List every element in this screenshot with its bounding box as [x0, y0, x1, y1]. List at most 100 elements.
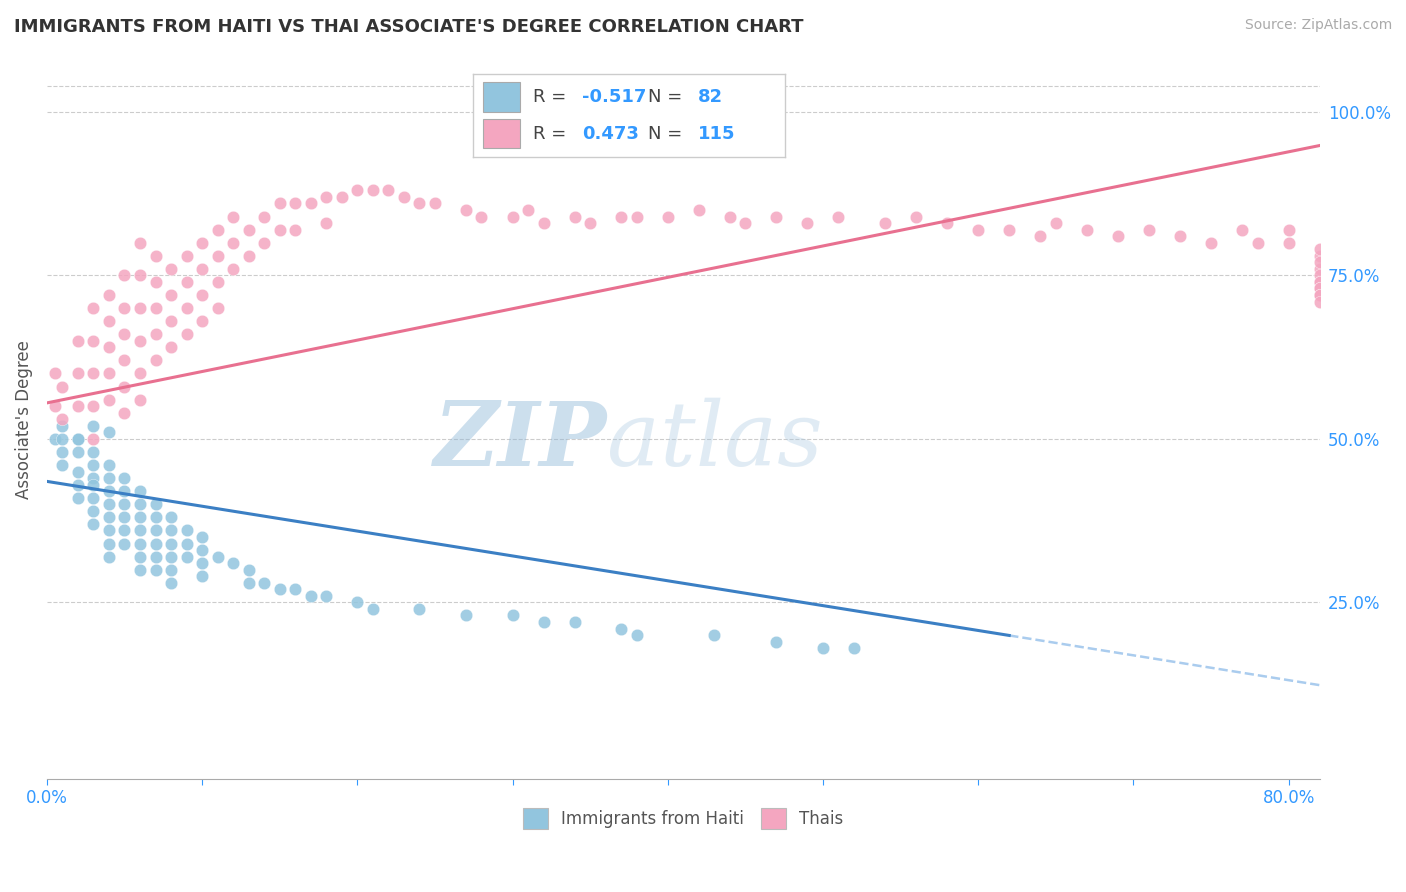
Point [703, 628, 725, 642]
Point [51, 412, 73, 426]
Point [51, 432, 73, 446]
Point [129, 301, 152, 315]
Text: Source: ZipAtlas.com: Source: ZipAtlas.com [1244, 18, 1392, 32]
Point [1137, 222, 1160, 236]
Point [160, 340, 183, 354]
Point [1029, 229, 1052, 244]
Point [160, 524, 183, 538]
Point [98, 314, 121, 328]
Point [51, 418, 73, 433]
Point [160, 261, 183, 276]
Point [269, 582, 291, 597]
Point [160, 563, 183, 577]
Point [145, 249, 167, 263]
Point [1309, 275, 1331, 289]
Point [44, 432, 66, 446]
Point [176, 301, 198, 315]
Point [44, 367, 66, 381]
Point [98, 471, 121, 485]
Point [145, 524, 167, 538]
Point [1278, 222, 1301, 236]
Point [98, 392, 121, 407]
Point [253, 210, 276, 224]
Point [98, 367, 121, 381]
Point [1168, 229, 1191, 244]
Point [315, 589, 337, 603]
Point [191, 261, 214, 276]
Point [114, 484, 136, 499]
Point [238, 575, 260, 590]
Point [299, 589, 322, 603]
Point [160, 536, 183, 550]
Point [408, 602, 430, 616]
Point [564, 615, 586, 629]
Point [253, 575, 276, 590]
Point [160, 314, 183, 328]
Point [114, 510, 136, 524]
Point [377, 183, 399, 197]
Point [811, 641, 834, 656]
Point [222, 235, 245, 250]
Point [1309, 275, 1331, 289]
Point [967, 222, 990, 236]
Point [238, 249, 260, 263]
Point [51, 379, 73, 393]
Point [1107, 229, 1129, 244]
Point [1309, 249, 1331, 263]
Point [765, 634, 787, 648]
Point [284, 222, 307, 236]
Point [1076, 222, 1098, 236]
Point [191, 556, 214, 570]
Point [66, 491, 89, 505]
Point [1309, 255, 1331, 269]
Point [129, 510, 152, 524]
Point [688, 202, 710, 217]
Point [114, 497, 136, 511]
Point [98, 497, 121, 511]
Point [114, 471, 136, 485]
Point [1309, 281, 1331, 295]
Point [191, 235, 214, 250]
Point [191, 530, 214, 544]
Point [1199, 235, 1222, 250]
Point [129, 536, 152, 550]
Point [408, 196, 430, 211]
Point [145, 275, 167, 289]
Point [454, 202, 477, 217]
Text: atlas: atlas [607, 398, 823, 484]
Point [207, 549, 229, 564]
Point [176, 249, 198, 263]
Point [82, 504, 104, 518]
Point [98, 510, 121, 524]
Point [1309, 288, 1331, 302]
Point [129, 497, 152, 511]
Point [51, 458, 73, 472]
Point [82, 516, 104, 531]
Point [145, 563, 167, 577]
Point [176, 536, 198, 550]
Point [145, 510, 167, 524]
Point [626, 210, 648, 224]
Point [66, 445, 89, 459]
Point [207, 222, 229, 236]
Point [533, 615, 555, 629]
Point [66, 477, 89, 491]
Point [346, 595, 368, 609]
Point [145, 301, 167, 315]
Point [842, 641, 865, 656]
Point [98, 425, 121, 440]
Point [191, 569, 214, 583]
Point [82, 458, 104, 472]
Point [129, 268, 152, 283]
Point [253, 235, 276, 250]
Point [129, 549, 152, 564]
Point [361, 183, 384, 197]
Point [998, 222, 1021, 236]
Point [129, 334, 152, 348]
Point [1309, 281, 1331, 295]
Point [191, 288, 214, 302]
Point [284, 196, 307, 211]
Point [626, 628, 648, 642]
Point [502, 210, 524, 224]
Point [160, 288, 183, 302]
